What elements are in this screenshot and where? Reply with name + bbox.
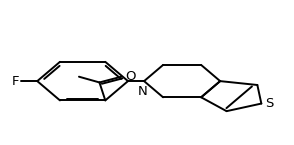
Text: F: F [12, 75, 19, 88]
Text: O: O [125, 70, 136, 83]
Text: N: N [138, 85, 148, 98]
Text: S: S [265, 97, 273, 110]
